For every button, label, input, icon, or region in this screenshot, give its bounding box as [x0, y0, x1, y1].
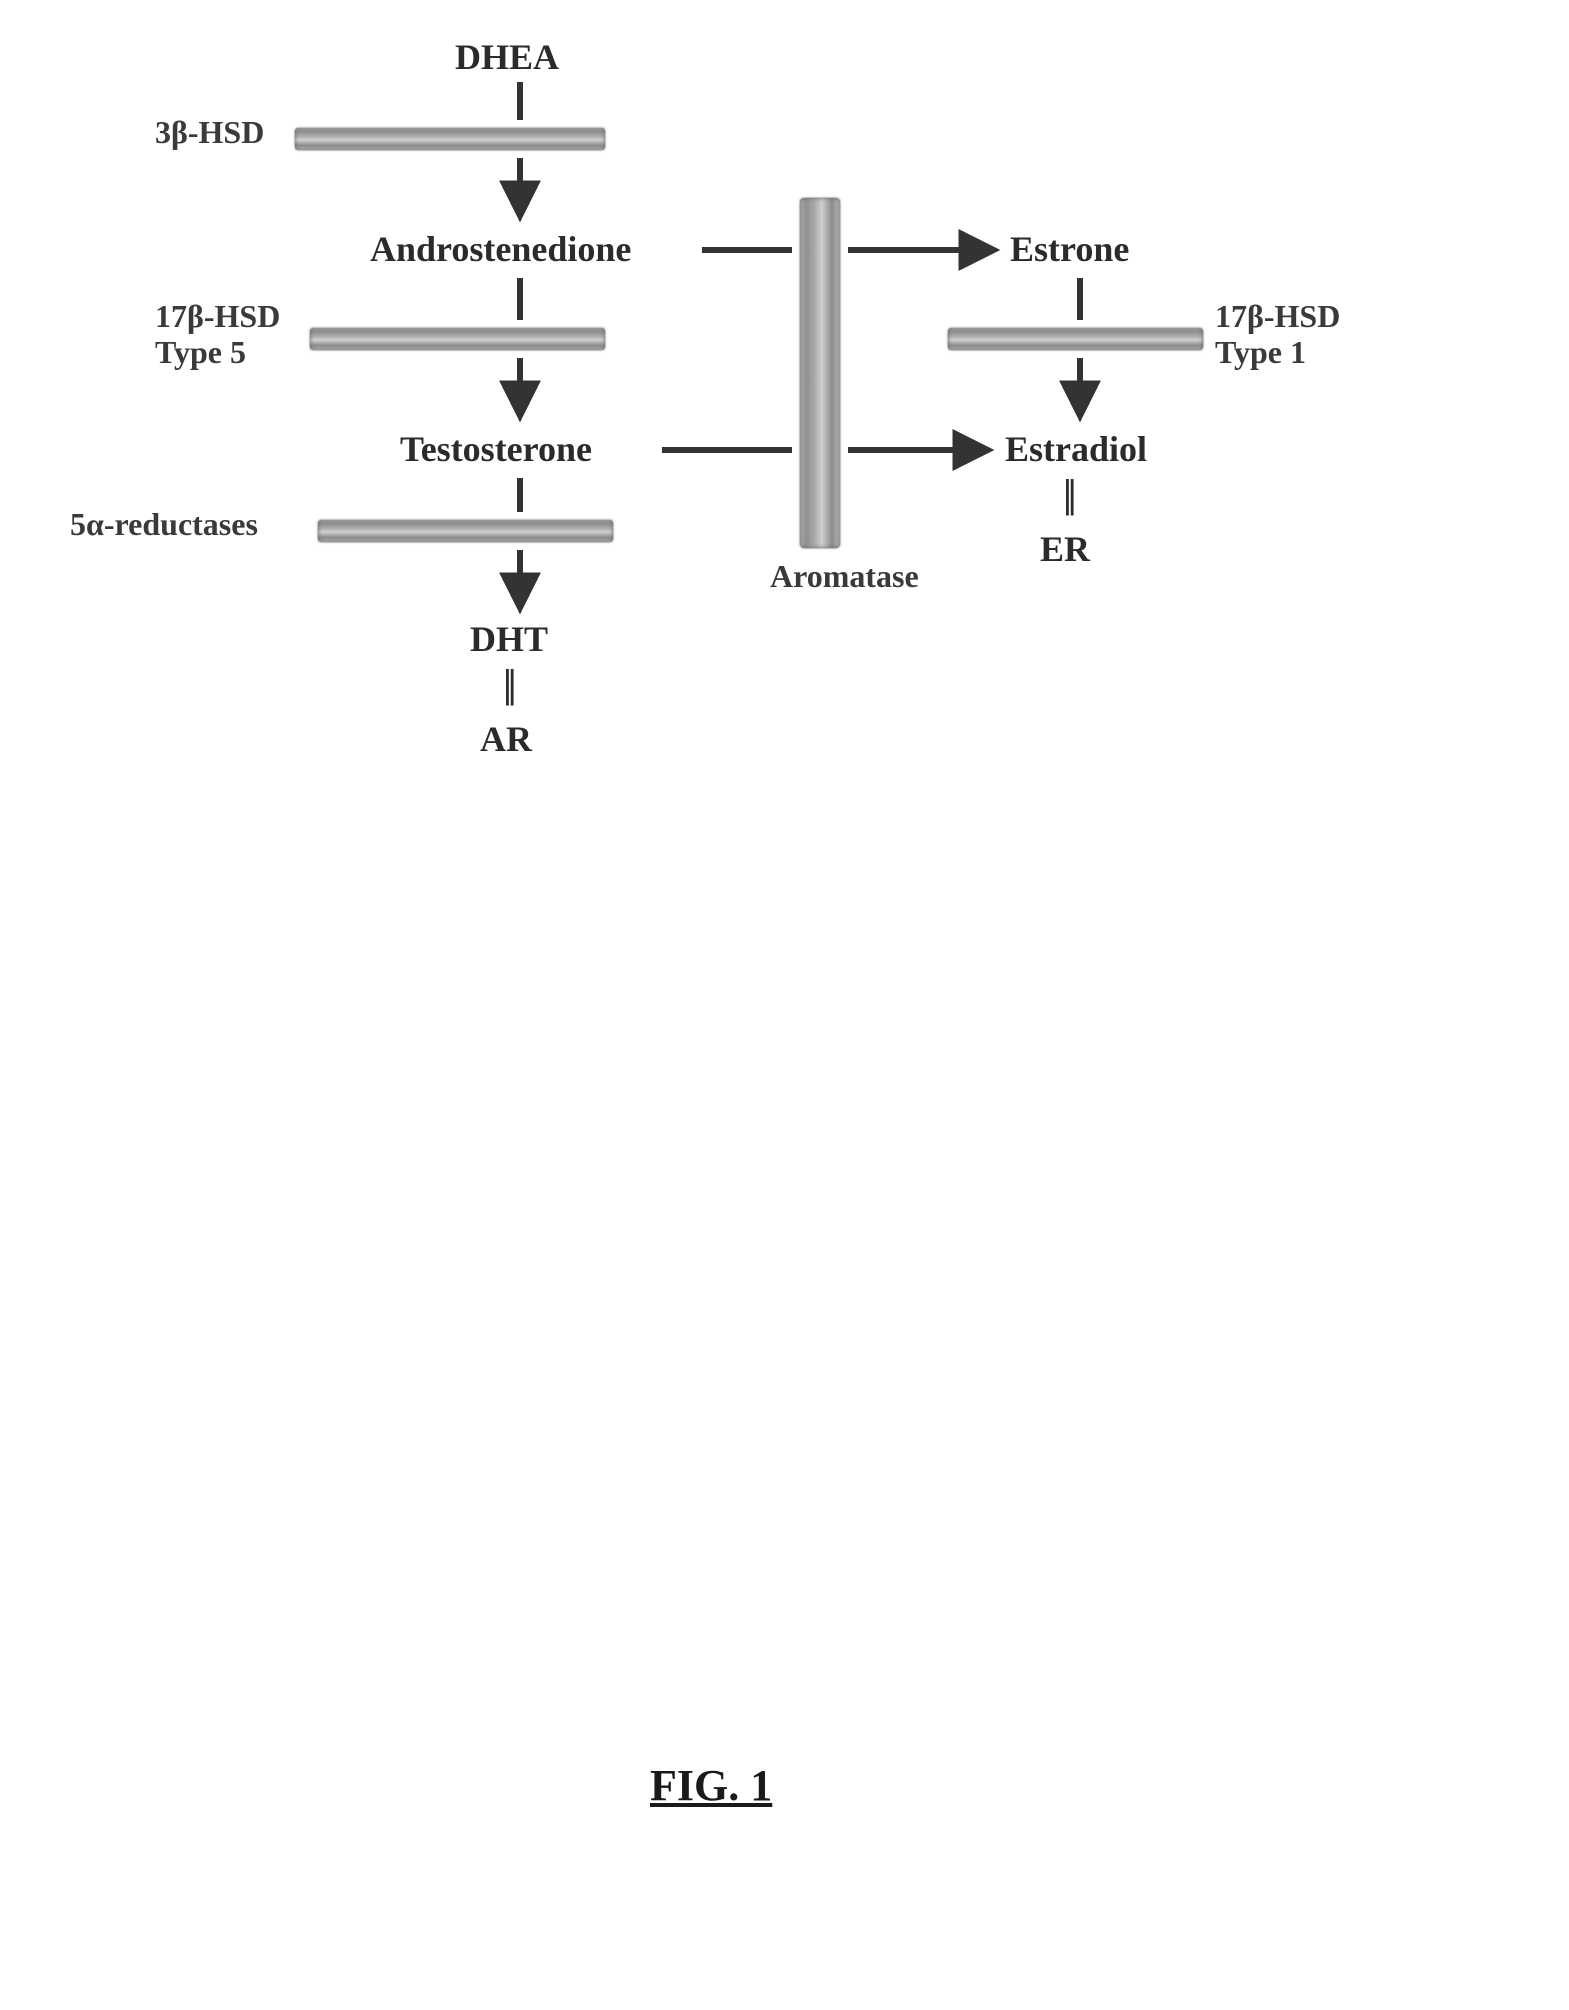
node-androstenedione: Androstenedione [370, 230, 631, 270]
diagram-page: DHEA Androstenedione Testosterone DHT AR… [0, 0, 1569, 2010]
node-dhea: DHEA [455, 38, 559, 78]
bar-3b-hsd [295, 128, 605, 150]
label-aromatase: Aromatase [770, 560, 919, 594]
label-17b-hsd-type5-line2: Type 5 [155, 336, 246, 370]
node-estradiol: Estradiol [1005, 430, 1147, 470]
bar-aromatase [800, 198, 840, 548]
link-dht-ar: || [503, 660, 513, 707]
node-testosterone: Testosterone [400, 430, 592, 470]
label-17b-hsd-type5-line1: 17β-HSD [155, 300, 280, 334]
node-er: ER [1040, 530, 1090, 570]
node-dht: DHT [470, 620, 548, 660]
bar-17b-hsd-type1 [948, 328, 1203, 350]
label-5a-reductases: 5α-reductases [70, 508, 258, 542]
label-17b-hsd-type1-line2: Type 1 [1215, 336, 1306, 370]
node-estrone: Estrone [1010, 230, 1129, 270]
label-17b-hsd-type1-line1: 17β-HSD [1215, 300, 1340, 334]
figure-caption: FIG. 1 [650, 1760, 772, 1811]
bar-5a-reductases [318, 520, 613, 542]
label-3b-hsd: 3β-HSD [155, 116, 264, 150]
link-estradiol-er: || [1063, 470, 1073, 517]
node-ar: AR [480, 720, 532, 760]
bar-17b-hsd-type5 [310, 328, 605, 350]
